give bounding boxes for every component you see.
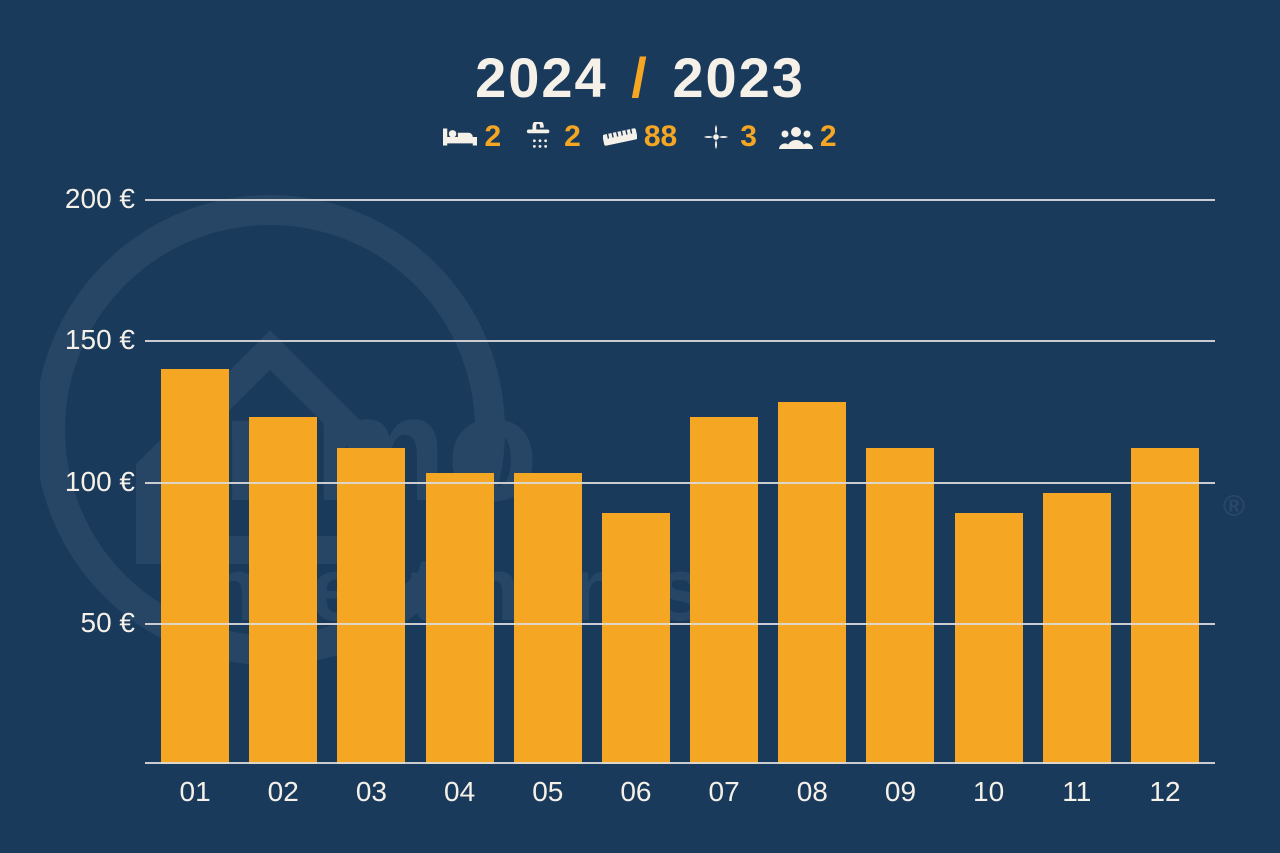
shower-icon — [523, 122, 557, 152]
y-tick-label: 150 € — [65, 324, 135, 356]
x-tick-label: 05 — [504, 776, 592, 808]
chart-bar — [690, 417, 758, 764]
x-tick-label: 04 — [416, 776, 504, 808]
chart-bar — [602, 513, 670, 764]
chart-bar — [337, 448, 405, 764]
stat-item: 3 — [699, 120, 757, 154]
x-tick-label: 03 — [327, 776, 415, 808]
property-stats-row: 2 2 88 3 2 — [55, 120, 1225, 154]
x-tick-label: 01 — [151, 776, 239, 808]
x-tick-label: 11 — [1033, 776, 1121, 808]
x-tick-label: 10 — [945, 776, 1033, 808]
title-year-a: 2024 — [475, 46, 608, 109]
x-tick-label: 06 — [592, 776, 680, 808]
chart-bar — [514, 473, 582, 764]
x-tick-label: 12 — [1121, 776, 1209, 808]
y-axis-labels: 50 €100 €150 €200 € — [45, 199, 145, 764]
chart-bar — [778, 402, 846, 764]
ruler-icon — [603, 122, 637, 152]
stat-item: 2 — [779, 120, 837, 154]
fan-icon — [699, 122, 733, 152]
y-tick-label: 50 € — [81, 607, 136, 639]
chart-title: 2024 / 2023 — [55, 45, 1225, 110]
stat-value: 2 — [820, 120, 837, 154]
chart-bar — [249, 417, 317, 764]
stat-value: 2 — [564, 120, 581, 154]
x-tick-label: 09 — [856, 776, 944, 808]
chart-gridline — [145, 199, 1215, 201]
y-tick-label: 200 € — [65, 183, 135, 215]
chart-bar — [866, 448, 934, 764]
chart-gridline — [145, 340, 1215, 342]
x-tick-label: 08 — [768, 776, 856, 808]
chart-bar — [1131, 448, 1199, 764]
chart-bar — [955, 513, 1023, 764]
title-year-b: 2023 — [672, 46, 805, 109]
stat-value: 2 — [484, 120, 501, 154]
chart-gridline — [145, 623, 1215, 625]
chart-plot-area — [145, 199, 1215, 764]
chart-bar — [1043, 493, 1111, 764]
monthly-price-chart: 50 €100 €150 €200 € 01020304050607080910… — [45, 199, 1225, 764]
stat-item: 2 — [443, 120, 501, 154]
stat-item: 88 — [603, 120, 677, 154]
chart-bar — [426, 473, 494, 764]
bed-icon — [443, 122, 477, 152]
x-tick-label: 07 — [680, 776, 768, 808]
chart-bar — [161, 369, 229, 765]
stat-item: 2 — [523, 120, 581, 154]
x-axis-labels: 010203040506070809101112 — [145, 764, 1215, 808]
x-tick-label: 02 — [239, 776, 327, 808]
people-icon — [779, 122, 813, 152]
stat-value: 3 — [740, 120, 757, 154]
chart-gridline — [145, 482, 1215, 484]
stat-value: 88 — [644, 120, 677, 154]
y-tick-label: 100 € — [65, 466, 135, 498]
title-separator: / — [631, 46, 649, 109]
